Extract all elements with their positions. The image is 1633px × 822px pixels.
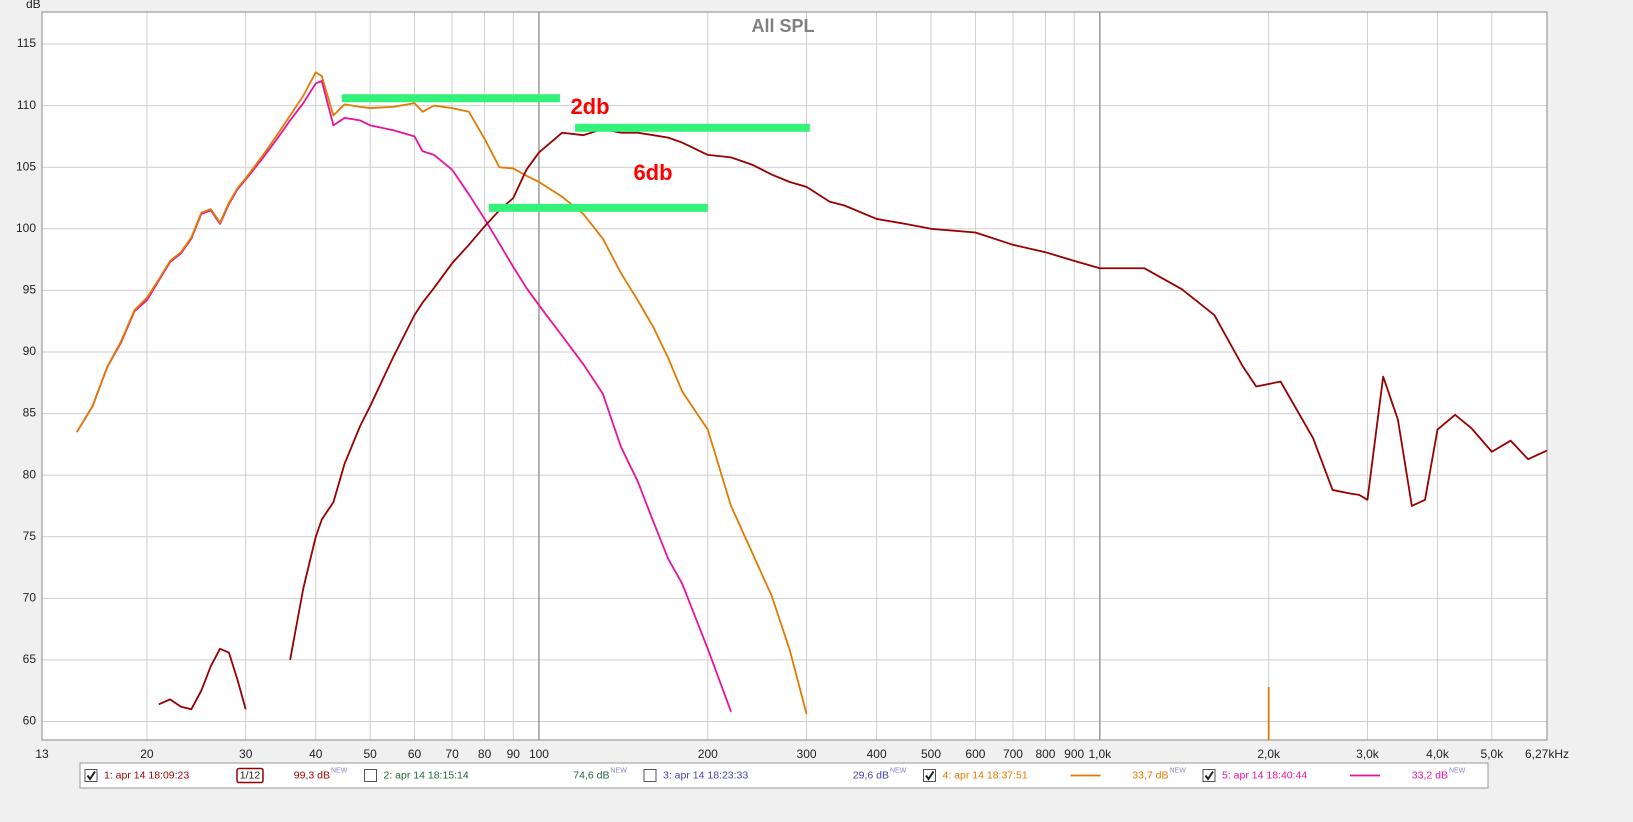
series-line xyxy=(158,128,1548,711)
checkbox-box xyxy=(923,769,936,782)
legend-level-tag: NEW xyxy=(611,767,628,774)
y-tick-label: 90 xyxy=(23,344,37,358)
x-tick-label: 300 xyxy=(797,747,817,761)
x-tick-label: 800 xyxy=(1035,747,1055,761)
legend-level: 99,3 dB xyxy=(294,769,330,781)
smoothing-label: 1/12 xyxy=(240,769,261,781)
x-tick-label: 6,27kHz xyxy=(1525,747,1569,761)
y-tick-label: 75 xyxy=(23,529,37,543)
legend-box xyxy=(79,762,1489,789)
level-mark xyxy=(575,123,810,132)
x-tick-label: 40 xyxy=(309,747,323,761)
y-axis-label: dB xyxy=(26,0,41,11)
legend-checkbox[interactable] xyxy=(364,769,377,782)
legend-label: 2: apr 14 18:15:14 xyxy=(384,769,469,781)
legend-checkbox[interactable] xyxy=(643,769,657,782)
x-tick-label: 600 xyxy=(965,747,985,761)
legend-checkbox[interactable] xyxy=(1202,769,1216,782)
x-tick-label: 90 xyxy=(507,747,521,761)
x-tick-label: 13 xyxy=(35,747,49,761)
checkbox-check xyxy=(1204,770,1214,781)
y-tick-label: 105 xyxy=(16,159,36,173)
annotation: 6db xyxy=(633,160,672,185)
y-tick-label: 70 xyxy=(23,591,37,605)
legend-label: 5: apr 14 18:40:44 xyxy=(1222,769,1307,781)
checkbox-box xyxy=(364,769,377,782)
series-line xyxy=(76,80,732,712)
checkbox-box xyxy=(1202,769,1216,782)
level-mark xyxy=(488,203,708,212)
plot-frame xyxy=(41,11,1548,741)
smoothing-icon xyxy=(236,767,264,784)
legend-checkbox[interactable] xyxy=(923,769,936,782)
x-tick-label: 2,0k xyxy=(1257,747,1281,761)
x-tick-label: 700 xyxy=(1003,747,1023,761)
x-tick-label: 900 xyxy=(1064,747,1084,761)
legend-level-tag: NEW xyxy=(331,767,348,774)
x-tick-label: 4,0k xyxy=(1426,747,1450,761)
x-tick-label: 5,0k xyxy=(1481,747,1505,761)
y-tick-label: 60 xyxy=(23,714,37,728)
x-tick-label: 60 xyxy=(408,747,422,761)
y-tick-label: 85 xyxy=(23,406,37,420)
y-tick-label: 65 xyxy=(23,652,37,666)
x-tick-label: 3,0k xyxy=(1356,747,1380,761)
x-tick-label: 100 xyxy=(529,747,549,761)
chart-title: All SPL xyxy=(751,16,814,36)
x-tick-label: 500 xyxy=(921,747,941,761)
x-tick-label: 1,0k xyxy=(1088,747,1112,761)
checkbox-box xyxy=(643,769,657,782)
y-tick-label: 95 xyxy=(23,283,37,297)
level-mark xyxy=(341,94,560,103)
legend-label: 1: apr 14 18:09:23 xyxy=(104,769,189,781)
legend-level: 74,6 dB xyxy=(573,769,609,781)
legend-level: 33,7 dB xyxy=(1132,769,1168,781)
y-tick-label: 100 xyxy=(16,221,36,235)
y-tick-label: 110 xyxy=(17,98,36,112)
x-tick-label: 200 xyxy=(698,747,718,761)
legend-label: 4: apr 14 18:37:51 xyxy=(943,769,1028,781)
x-tick-label: 80 xyxy=(478,747,492,761)
legend-level: 33,2 dB xyxy=(1412,769,1448,781)
checkbox-box xyxy=(84,769,98,782)
legend-level-tag: NEW xyxy=(1449,767,1466,774)
x-tick-label: 20 xyxy=(140,747,154,761)
x-tick-label: 70 xyxy=(445,747,459,761)
x-tick-label: 30 xyxy=(239,747,253,761)
legend-level-tag: NEW xyxy=(890,767,907,774)
legend-checkbox[interactable] xyxy=(84,769,98,782)
checkbox-check xyxy=(86,770,96,781)
legend-level: 29,6 dB xyxy=(853,769,889,781)
y-tick-label: 115 xyxy=(17,36,36,50)
checkbox-check xyxy=(925,770,935,781)
legend-level-tag: NEW xyxy=(1170,767,1187,774)
plot-area xyxy=(42,12,1547,740)
x-tick-label: 400 xyxy=(867,747,887,761)
x-tick-label: 50 xyxy=(363,747,377,761)
legend-label: 3: apr 14 18:23:33 xyxy=(663,769,748,781)
annotation: 2db xyxy=(570,94,609,119)
y-tick-label: 80 xyxy=(23,467,37,481)
